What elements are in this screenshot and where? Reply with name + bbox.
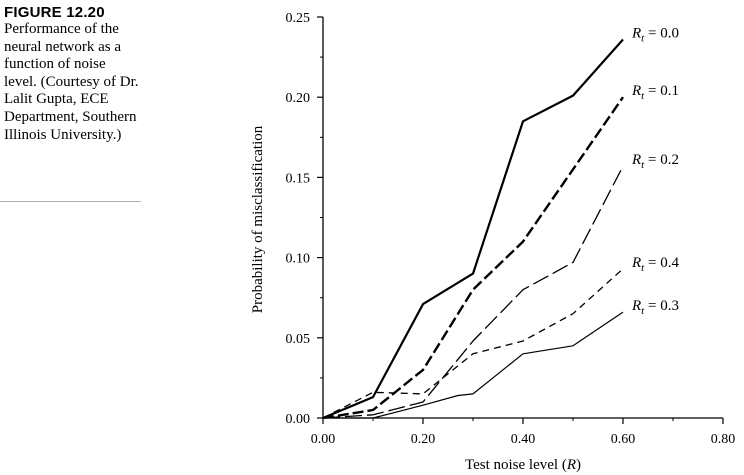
figure-label: FIGURE 12.20 [4, 4, 105, 21]
series-line-3 [322, 268, 624, 419]
series-line-1 [322, 96, 624, 420]
y-tick-label: 0.20 [286, 91, 311, 106]
x-axis-title: Test noise level (R) [465, 457, 581, 473]
caption-divider [0, 201, 141, 202]
chart-axes: 0.00 0.05 0.10 0.15 0.20 0.25 0.00 0.20 0.40 0.60… [250, 11, 735, 473]
chart-series [322, 38, 624, 420]
series-line-0 [322, 38, 624, 420]
series-label-2: Rt = 0.2 [631, 152, 679, 171]
x-tick-label: 0.40 [511, 432, 536, 447]
y-tick-label: 0.25 [286, 11, 311, 26]
y-tick-label: 0.05 [286, 332, 311, 347]
x-tick-label: 0.80 [711, 432, 736, 447]
series-line-2 [322, 165, 624, 419]
figure-caption-text: Performance of the neural network as a f… [4, 21, 139, 143]
series-label-4: Rt = 0.3 [631, 298, 679, 317]
x-tick-label: 0.60 [611, 432, 636, 447]
series-line-4 [323, 311, 624, 419]
x-tick-label: 0.00 [311, 432, 336, 447]
series-label-3: Rt = 0.4 [631, 255, 679, 274]
x-tick-label: 0.20 [411, 432, 436, 447]
y-tick-label: 0.00 [286, 412, 311, 427]
figure-caption: FIGURE 12.20 Performance of the neural n… [4, 4, 144, 144]
series-label-0: Rt = 0.0 [631, 25, 679, 44]
series-label-1: Rt = 0.1 [631, 83, 679, 102]
y-axis-title: Probability of misclassification [250, 125, 266, 313]
y-tick-label: 0.15 [286, 171, 311, 186]
chart-series-labels: Rt = 0.0 Rt = 0.1 Rt = 0.2 Rt = 0.4 Rt = 0.3 [631, 25, 679, 317]
y-tick-label: 0.10 [286, 252, 311, 267]
